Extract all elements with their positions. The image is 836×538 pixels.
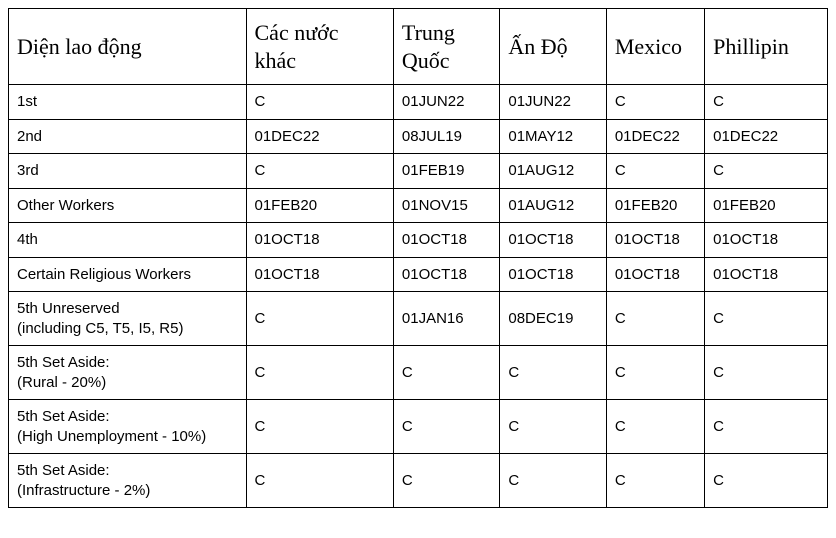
data-cell: C (705, 154, 828, 189)
data-cell: C (246, 292, 393, 346)
row-label: 5th Set Aside:(Infrastructure - 2%) (9, 454, 247, 508)
data-cell: 01MAY12 (500, 119, 606, 154)
data-cell: C (705, 400, 828, 454)
data-cell: 08DEC19 (500, 292, 606, 346)
data-cell: C (246, 346, 393, 400)
col-header: Các nước khác (246, 9, 393, 85)
data-cell: C (606, 454, 704, 508)
row-label: 5th Set Aside:(Rural - 20%) (9, 346, 247, 400)
data-cell: 01OCT18 (606, 257, 704, 292)
data-cell: C (606, 400, 704, 454)
data-cell: C (246, 154, 393, 189)
row-label: 5th Set Aside:(High Unemployment - 10%) (9, 400, 247, 454)
data-cell: 01JUN22 (500, 85, 606, 120)
data-cell: 01FEB19 (393, 154, 499, 189)
data-cell: C (246, 454, 393, 508)
col-header: Diện lao động (9, 9, 247, 85)
data-cell: 01OCT18 (246, 257, 393, 292)
row-label: 4th (9, 223, 247, 258)
data-cell: 01OCT18 (705, 257, 828, 292)
data-cell: 01OCT18 (500, 223, 606, 258)
data-cell: C (500, 346, 606, 400)
data-cell: 01OCT18 (246, 223, 393, 258)
data-cell: C (705, 454, 828, 508)
data-cell: 01DEC22 (246, 119, 393, 154)
table-header-row: Diện lao động Các nước khác Trung Quốc Ấ… (9, 9, 828, 85)
data-cell: 01JAN16 (393, 292, 499, 346)
data-cell: 01NOV15 (393, 188, 499, 223)
data-cell: 01OCT18 (606, 223, 704, 258)
row-label: 3rd (9, 154, 247, 189)
data-cell: 01DEC22 (606, 119, 704, 154)
data-cell: C (246, 85, 393, 120)
data-cell: 01OCT18 (393, 223, 499, 258)
col-header: Ấn Độ (500, 9, 606, 85)
data-cell: 01FEB20 (705, 188, 828, 223)
data-cell: 01FEB20 (246, 188, 393, 223)
data-cell: C (705, 346, 828, 400)
row-label: 1st (9, 85, 247, 120)
table-row: 5th Unreserved(including C5, T5, I5, R5)… (9, 292, 828, 346)
data-cell: C (393, 454, 499, 508)
data-cell: C (393, 400, 499, 454)
col-header: Mexico (606, 9, 704, 85)
data-cell: 01OCT18 (393, 257, 499, 292)
data-cell: C (606, 346, 704, 400)
data-cell: C (606, 85, 704, 120)
row-label: 2nd (9, 119, 247, 154)
data-cell: C (500, 400, 606, 454)
data-cell: 01AUG12 (500, 188, 606, 223)
data-cell: C (705, 292, 828, 346)
table-row: 3rdC01FEB1901AUG12CC (9, 154, 828, 189)
row-label: Certain Religious Workers (9, 257, 247, 292)
data-cell: 01JUN22 (393, 85, 499, 120)
col-header: Trung Quốc (393, 9, 499, 85)
table-row: 5th Set Aside:(Rural - 20%)CCCCC (9, 346, 828, 400)
data-cell: C (606, 292, 704, 346)
table-body: 1stC01JUN2201JUN22CC2nd01DEC2208JUL1901M… (9, 85, 828, 508)
data-cell: 01OCT18 (705, 223, 828, 258)
col-header: Phillipin (705, 9, 828, 85)
table-row: 2nd01DEC2208JUL1901MAY1201DEC2201DEC22 (9, 119, 828, 154)
table-row: Other Workers01FEB2001NOV1501AUG1201FEB2… (9, 188, 828, 223)
data-cell: 08JUL19 (393, 119, 499, 154)
data-cell: 01FEB20 (606, 188, 704, 223)
table-row: 5th Set Aside:(High Unemployment - 10%)C… (9, 400, 828, 454)
data-cell: C (393, 346, 499, 400)
table-row: 5th Set Aside:(Infrastructure - 2%)CCCCC (9, 454, 828, 508)
table-row: 4th01OCT1801OCT1801OCT1801OCT1801OCT18 (9, 223, 828, 258)
data-cell: 01DEC22 (705, 119, 828, 154)
data-cell: C (705, 85, 828, 120)
data-cell: C (500, 454, 606, 508)
row-label: 5th Unreserved(including C5, T5, I5, R5) (9, 292, 247, 346)
data-cell: 01AUG12 (500, 154, 606, 189)
row-label: Other Workers (9, 188, 247, 223)
data-cell: C (606, 154, 704, 189)
table-row: Certain Religious Workers01OCT1801OCT180… (9, 257, 828, 292)
data-cell: C (246, 400, 393, 454)
data-cell: 01OCT18 (500, 257, 606, 292)
visa-bulletin-table: Diện lao động Các nước khác Trung Quốc Ấ… (8, 8, 828, 508)
table-row: 1stC01JUN2201JUN22CC (9, 85, 828, 120)
